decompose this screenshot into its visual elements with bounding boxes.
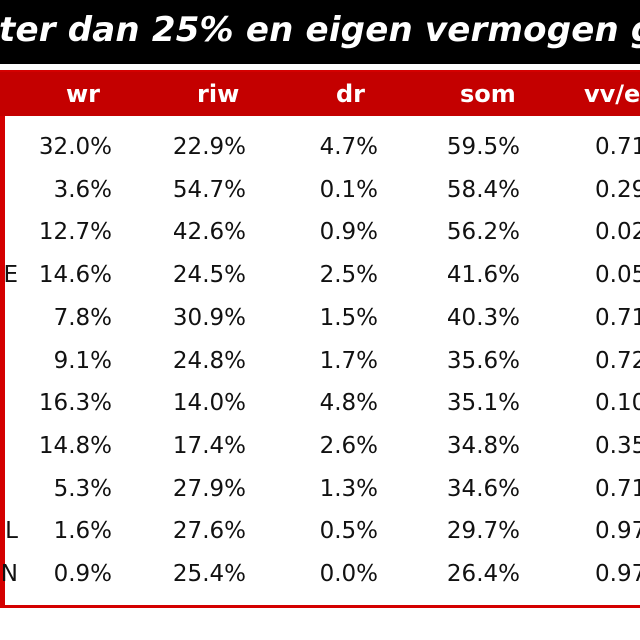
table-header-row: wr riw dr som vv/e [0, 72, 640, 116]
cell-wr: 12.7% [38, 219, 112, 246]
table-row: 32.0% 22.9% 4.7% 59.5% 0.71 [0, 126, 640, 169]
cell-wr: 16.3% [38, 390, 112, 417]
cell-wr: 14.8% [38, 432, 112, 459]
cell-som: 26.4% [446, 561, 520, 587]
cell-riw: 30.9% [172, 304, 246, 331]
cell-som: 34.8% [446, 432, 520, 459]
cell-name [0, 382, 18, 425]
cell-som: 56.2% [446, 219, 520, 246]
cell-dr: 4.7% [319, 134, 378, 160]
cell-dr: 0.1% [319, 176, 378, 203]
column-header-vve: vv/e [584, 80, 640, 108]
cell-vv-e: 0.10 [595, 390, 640, 417]
cell-riw: 42.6% [172, 219, 246, 246]
cell-name: L [5, 518, 18, 545]
cell-vv-e: 0.05 [595, 262, 640, 289]
cell-riw: 22.9% [172, 134, 246, 160]
cell-name: E [3, 262, 18, 289]
cell-riw: 54.7% [172, 176, 246, 203]
cell-dr: 0.9% [319, 219, 378, 246]
table-title: ter dan 25% en eigen vermogen groter [0, 10, 640, 50]
cell-vv-e: 0.71 [595, 304, 640, 331]
cell-wr: 3.6% [53, 176, 112, 203]
cell-wr: 0.9% [53, 561, 112, 587]
table-row: 14.8% 17.4% 2.6% 34.8% 0.35 [0, 425, 640, 468]
cell-riw: 24.5% [172, 262, 246, 289]
cell-wr: 1.6% [53, 518, 112, 545]
cell-riw: 25.4% [172, 561, 246, 587]
column-header-wr: wr [66, 80, 101, 108]
cell-name [0, 169, 18, 212]
cell-name [0, 340, 18, 383]
cell-wr: 7.8% [53, 304, 112, 331]
cell-riw: 27.6% [172, 518, 246, 545]
cell-som: 35.1% [446, 390, 520, 417]
table-row: 9.1% 24.8% 1.7% 35.6% 0.72 [0, 340, 640, 383]
table-row: 5.3% 27.9% 1.3% 34.6% 0.71 [0, 468, 640, 511]
cell-riw: 24.8% [172, 347, 246, 374]
cell-dr: 2.5% [319, 262, 378, 289]
cell-som: 40.3% [446, 304, 520, 331]
cell-som: 35.6% [446, 347, 520, 374]
cell-dr: 2.6% [319, 432, 378, 459]
cell-wr: 14.6% [38, 262, 112, 289]
cell-vv-e: 0.97 [595, 561, 640, 587]
cell-vv-e: 0.29 [595, 176, 640, 203]
table-row: L 1.6% 27.6% 0.5% 29.7% 0.97 [0, 510, 640, 553]
table-row: 12.7% 42.6% 0.9% 56.2% 0.02 [0, 211, 640, 254]
column-header-dr: dr [336, 80, 366, 108]
cell-name: N [0, 561, 18, 587]
cell-vv-e: 0.35 [595, 432, 640, 459]
title-banner: ter dan 25% en eigen vermogen groter [0, 0, 640, 64]
cell-riw: 17.4% [172, 432, 246, 459]
cell-name [0, 211, 18, 254]
table-row: 16.3% 14.0% 4.8% 35.1% 0.10 [0, 382, 640, 425]
cell-dr: 1.3% [319, 475, 378, 502]
cell-som: 41.6% [446, 262, 520, 289]
cell-wr: 32.0% [38, 134, 112, 160]
cell-vv-e: 0.72 [595, 347, 640, 374]
table-row: E 14.6% 24.5% 2.5% 41.6% 0.05 [0, 254, 640, 297]
cell-som: 34.6% [446, 475, 520, 502]
cell-som: 29.7% [446, 518, 520, 545]
data-table: wr riw dr som vv/e 32.0% 22.9% 4.7% 59.5% 0.… [0, 70, 640, 608]
cell-name [0, 297, 18, 340]
cell-dr: 0.5% [319, 518, 378, 545]
cell-vv-e: 0.71 [595, 475, 640, 502]
column-header-som: som [460, 80, 516, 108]
cell-riw: 27.9% [172, 475, 246, 502]
cell-wr: 9.1% [53, 347, 112, 374]
cell-dr: 4.8% [319, 390, 378, 417]
cell-riw: 14.0% [172, 390, 246, 417]
cell-vv-e: 0.71 [595, 134, 640, 160]
table-row: N 0.9% 25.4% 0.0% 26.4% 0.97 [0, 553, 640, 596]
cell-som: 59.5% [446, 134, 520, 160]
cell-som: 58.4% [446, 176, 520, 203]
cell-vv-e: 0.97 [595, 518, 640, 545]
cell-name [0, 126, 18, 169]
cell-name [0, 425, 18, 468]
cell-name [0, 468, 18, 511]
cell-wr: 5.3% [53, 475, 112, 502]
table-row: 3.6% 54.7% 0.1% 58.4% 0.29 [0, 169, 640, 212]
cell-dr: 1.7% [319, 347, 378, 374]
column-header-riw: riw [197, 80, 240, 108]
cell-vv-e: 0.02 [595, 219, 640, 246]
table-row: 7.8% 30.9% 1.5% 40.3% 0.71 [0, 297, 640, 340]
cell-dr: 0.0% [319, 561, 378, 587]
cell-dr: 1.5% [319, 304, 378, 331]
